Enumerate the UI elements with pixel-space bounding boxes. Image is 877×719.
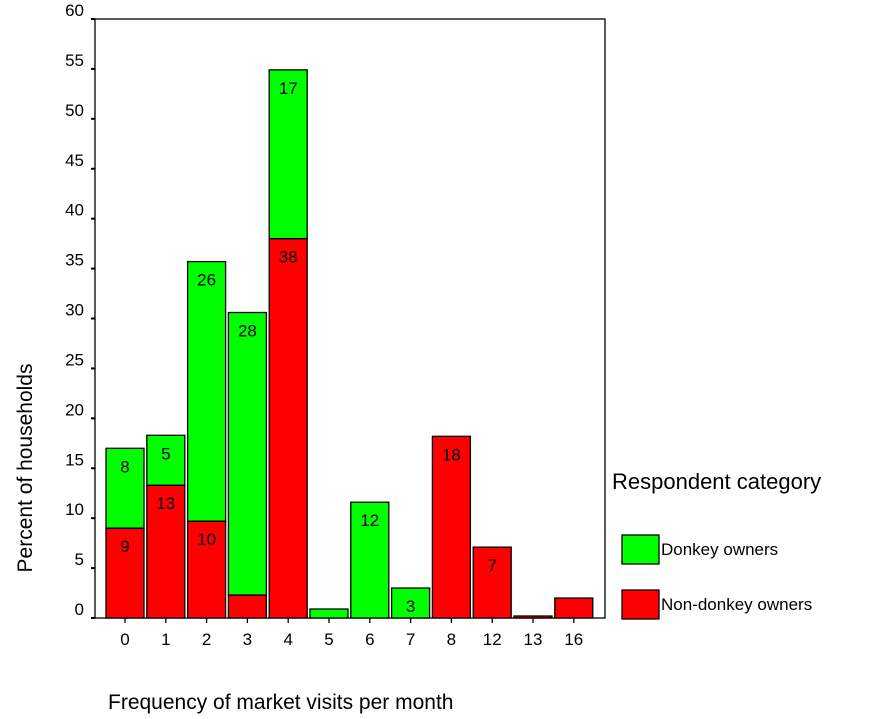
x-axis: 0 1 2 3 4 5 6 7 8 12 13 16 — [120, 618, 583, 649]
bar-data-label: 17 — [279, 79, 298, 98]
bar-data-label: 8 — [120, 457, 129, 476]
bar-data-label: 7 — [487, 556, 496, 575]
bars: 9 8 13 5 10 26 28 38 17 12 3 18 7 — [105, 69, 594, 619]
x-tick-label: 0 — [120, 630, 129, 649]
bar-segment — [554, 597, 594, 619]
x-tick-label: 5 — [324, 630, 333, 649]
bar-data-label: 18 — [442, 445, 461, 464]
x-tick-label: 13 — [524, 630, 543, 649]
y-tick-label: 30 — [65, 301, 84, 320]
x-tick-label: 7 — [406, 630, 415, 649]
x-tick-label: 2 — [202, 630, 211, 649]
y-tick-label: 20 — [65, 400, 84, 419]
bar-segment — [268, 237, 308, 619]
bar-segment — [105, 447, 145, 529]
y-tick-label: 0 — [75, 600, 84, 619]
bar-data-label: 28 — [238, 322, 257, 341]
bar-segment — [186, 260, 227, 522]
bar-segment — [186, 520, 227, 619]
bar-data-label: 26 — [197, 271, 216, 290]
y-axis: 0 5 10 15 20 25 30 35 40 45 50 55 60 — [65, 1, 95, 619]
bar-data-label: 10 — [197, 530, 216, 549]
y-axis-title: Percent of households — [14, 364, 37, 573]
x-axis-title: Frequency of market visits per month — [108, 691, 453, 714]
y-tick-label: 45 — [65, 151, 84, 170]
y-tick-label: 60 — [65, 1, 84, 20]
x-tick-label: 6 — [365, 630, 374, 649]
bar-data-label: 3 — [406, 597, 415, 616]
bar-data-label: 5 — [161, 444, 170, 463]
x-tick-label: 12 — [483, 630, 502, 649]
bar-segment — [268, 69, 308, 240]
bar-segment — [146, 434, 186, 486]
x-tick-label: 3 — [243, 630, 252, 649]
y-tick-label: 55 — [65, 51, 84, 70]
bar-data-label: 9 — [120, 537, 129, 556]
bar-segment — [390, 587, 431, 619]
x-tick-label: 1 — [161, 630, 170, 649]
y-tick-label: 15 — [65, 450, 84, 469]
bar-data-label: 38 — [279, 248, 298, 267]
bar-data-label: 13 — [156, 494, 175, 513]
bar-segment — [431, 435, 472, 619]
bar-segment — [309, 608, 349, 619]
legend-title: Respondent category — [612, 469, 821, 494]
legend-swatch — [621, 534, 660, 565]
legend: Donkey owners Non-donkey owners — [621, 534, 812, 620]
legend-label: Donkey owners — [661, 540, 778, 559]
y-tick-label: 50 — [65, 101, 84, 120]
y-tick-label: 5 — [75, 550, 84, 569]
legend-label: Non-donkey owners — [661, 595, 812, 614]
bar-segment — [227, 311, 268, 596]
x-tick-label: 16 — [564, 630, 583, 649]
x-tick-label: 8 — [447, 630, 456, 649]
x-tick-label: 4 — [283, 630, 292, 649]
bar-data-label: 12 — [360, 511, 379, 530]
bar-segment — [146, 484, 186, 619]
bar-segment — [513, 615, 553, 619]
y-tick-label: 10 — [65, 500, 84, 519]
y-tick-label: 25 — [65, 350, 84, 369]
bar-segment — [227, 594, 268, 619]
legend-swatch — [621, 589, 660, 620]
y-tick-label: 35 — [65, 251, 84, 270]
y-tick-label: 40 — [65, 201, 84, 220]
